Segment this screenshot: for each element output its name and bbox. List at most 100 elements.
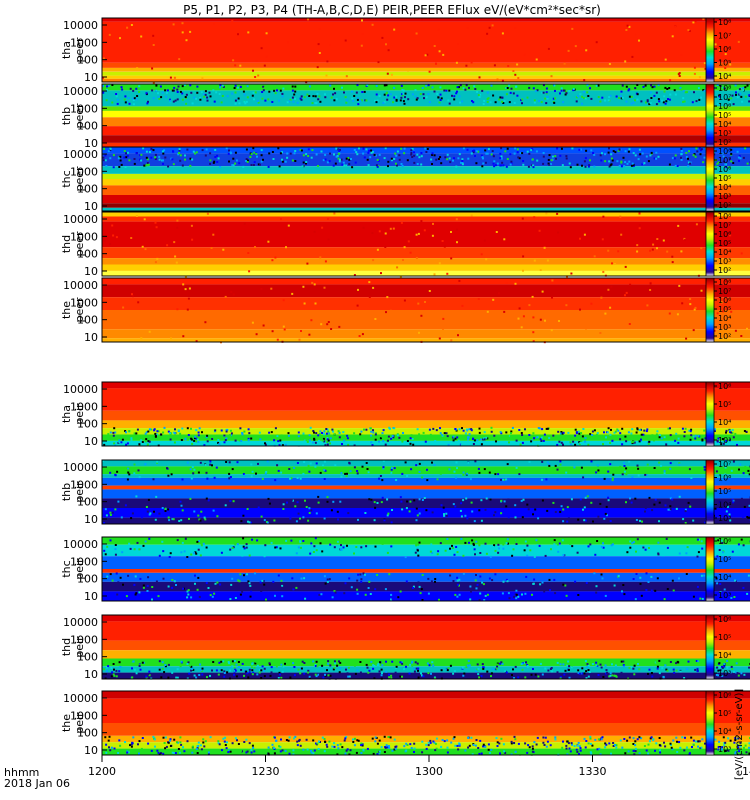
spectrogram-band bbox=[102, 556, 750, 569]
panel-label-line: the bbox=[60, 301, 73, 319]
panel-thd-peir: 10 100 1000 10000 thd peir 10³ 10⁴ 10⁵ 10⁶ bbox=[60, 614, 750, 681]
y-tick-label: 10000 bbox=[63, 19, 98, 32]
panel-the-peir: 10 100 1000 10000 the peir 10³ 10⁴ 10⁵ 10⁶ bbox=[60, 690, 750, 757]
colorbar-tick-label: 10⁴ bbox=[718, 314, 731, 323]
spectrogram-band bbox=[102, 67, 750, 72]
spectrogram-band bbox=[102, 310, 750, 330]
panel-the-peer: 10 100 1000 10000 the peer 10²10³10⁴10⁵10⁶10⁷1… bbox=[60, 277, 750, 344]
y-tick-label: 10000 bbox=[63, 461, 98, 474]
colorbar-units-label: [eV/(cm2-s-sr-eV)] bbox=[734, 689, 745, 780]
panel-frame bbox=[101, 459, 750, 525]
spectrogram-band bbox=[102, 166, 750, 174]
spectrogram-band bbox=[102, 147, 750, 154]
colorbar-tick-label: 10⁶ bbox=[718, 165, 731, 174]
spectrogram-band bbox=[102, 691, 750, 699]
y-tick-label: 1000 bbox=[70, 400, 98, 413]
time-tick-label: 1300 bbox=[415, 765, 443, 778]
y-tick-label: 1000 bbox=[70, 555, 98, 568]
spectrogram-band bbox=[102, 71, 750, 76]
spectrogram-band bbox=[102, 569, 750, 573]
colorbar-tick-label: 10⁴ bbox=[718, 183, 731, 192]
colorbar-tick-label: 10⁵ bbox=[718, 239, 731, 248]
spectrogram-band bbox=[102, 474, 750, 478]
spectrogram-band bbox=[102, 748, 750, 755]
spectrogram-band bbox=[102, 440, 750, 446]
spectrogram-band bbox=[102, 117, 750, 127]
spectrogram-band bbox=[102, 517, 750, 524]
spectrogram-band bbox=[102, 338, 750, 342]
spectrogram-band bbox=[102, 388, 750, 411]
spectrogram-band bbox=[102, 21, 750, 63]
spectrogram-band bbox=[102, 135, 750, 143]
colorbar-tick-label: 10⁸ bbox=[718, 84, 731, 93]
spectrogram-band bbox=[102, 195, 750, 204]
spectrogram-band bbox=[102, 264, 750, 271]
colorbar-tick-label: 10⁷ bbox=[718, 156, 731, 165]
colorbar-tick-label: 10³ bbox=[718, 514, 731, 523]
time-tick-labels: 1200 1230 1300 1330 1400 bbox=[88, 755, 750, 778]
spectrogram-band bbox=[102, 110, 750, 118]
colorbar-tick-label: 10⁴ bbox=[718, 501, 731, 510]
panel-thd-peer: 10 100 1000 10000 thd peer 10²10³10⁴10⁵10⁶10⁷1… bbox=[60, 211, 750, 278]
y-tick-label: 10 bbox=[84, 331, 98, 344]
panel-tha-peer: 10 100 1000 10000 tha peer 10⁴ 10⁵ 10⁶ 10⁷ 10⁸ bbox=[60, 17, 750, 84]
time-tick-label: 1200 bbox=[88, 765, 116, 778]
spectrogram-band bbox=[102, 581, 750, 592]
y-tick-label: 10 bbox=[84, 513, 98, 526]
spectrogram-band bbox=[102, 153, 750, 167]
panel-label-line: the bbox=[60, 714, 73, 732]
panel-label-line: tha bbox=[60, 405, 73, 423]
y-tick-label: 10 bbox=[84, 744, 98, 757]
y-tick-label: 10 bbox=[84, 137, 98, 150]
colorbar-tick-label: 10⁶ bbox=[718, 102, 731, 111]
panel-tha-peir: 10 100 1000 10000 tha peir 10³ 10⁴ 10⁵ 10⁶ bbox=[60, 381, 750, 448]
panel-label-line: peir bbox=[73, 558, 86, 580]
colorbar-tick-label: 10⁵ bbox=[718, 174, 731, 183]
y-tick-label: 10000 bbox=[63, 85, 98, 98]
spectrogram-band bbox=[102, 106, 750, 111]
panel-label-line: peer bbox=[73, 103, 86, 129]
y-tick-label: 1000 bbox=[70, 165, 98, 178]
colorbar-tick-label: 10³ bbox=[718, 669, 731, 678]
y-tick-label: 100 bbox=[77, 651, 98, 664]
y-tick-label: 10000 bbox=[63, 616, 98, 629]
panel-label-line: peir bbox=[73, 636, 86, 658]
y-tick-label: 10000 bbox=[63, 383, 98, 396]
spectrogram-band bbox=[102, 591, 750, 601]
time-axis-label-hhmm: hhmm bbox=[4, 766, 39, 779]
panel-frame bbox=[101, 381, 750, 447]
colorbar bbox=[705, 614, 715, 680]
panel-label-line: peer bbox=[73, 37, 86, 63]
spectrogram-band bbox=[102, 75, 750, 79]
group-separator bbox=[102, 372, 750, 380]
colorbar-tick-label: 10⁴ bbox=[718, 248, 731, 257]
spectrogram-band bbox=[102, 297, 750, 310]
colorbar-tick-label: 10² bbox=[718, 201, 731, 210]
spectrogram-band bbox=[102, 544, 750, 557]
panel-thb-peir: 10 100 1000 10000 thb peir 10³ 10⁴ 10⁵ 10⁶ 10⁷ bbox=[60, 459, 750, 526]
time-axis: hhmm 2018 Jan 06 1200 1230 1300 1330 1400 bbox=[4, 755, 750, 790]
y-tick-label: 100 bbox=[77, 54, 98, 67]
spectrogram-band bbox=[102, 735, 750, 743]
spectrogram-texture bbox=[103, 537, 750, 601]
spectrogram-band bbox=[102, 179, 750, 186]
colorbar-tick-label: 10⁸ bbox=[718, 18, 731, 27]
y-tick-label: 10000 bbox=[63, 538, 98, 551]
colorbar-tick-label: 10⁵ bbox=[718, 487, 731, 496]
time-tick-label: 1400 bbox=[742, 765, 750, 778]
colorbar-tick-label: 10⁴ bbox=[718, 120, 731, 129]
spectrogram-texture bbox=[103, 659, 750, 680]
colorbar-tick-label: 10³ bbox=[718, 436, 731, 445]
colorbar-tick-label: 10⁶ bbox=[718, 474, 731, 483]
spectrogram-band bbox=[102, 460, 750, 467]
panel-label-line: peer bbox=[73, 231, 86, 257]
spectrogram-texture bbox=[103, 212, 743, 278]
panel-label-line: thd bbox=[60, 638, 73, 656]
y-tick-label: 1000 bbox=[70, 36, 98, 49]
y-tick-label: 1000 bbox=[70, 633, 98, 646]
colorbar-tick-label: 10⁵ bbox=[718, 400, 731, 409]
spectrogram-band bbox=[102, 142, 750, 148]
colorbar-tick-label: 10⁷ bbox=[718, 287, 731, 296]
spectrogram-band bbox=[102, 434, 750, 441]
